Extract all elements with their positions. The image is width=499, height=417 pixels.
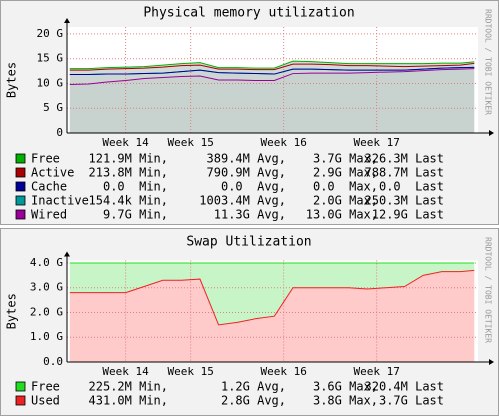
area [69,67,475,85]
y-tick-label: 15 G [37,52,64,65]
legend-stat: 320.4M Last [365,380,444,394]
legend-stat: 1003.4M Avg, [199,194,286,208]
legend-stat: 250.3M Last [365,194,444,208]
legend-label: Used [31,394,60,408]
x-tick-label: Week 14 [102,365,149,378]
legend-stat: 431.0M Min, [89,394,168,408]
legend-swatch [15,381,26,392]
legend-label: Inactive [31,194,89,208]
y-axis-label: Bytes [5,293,19,329]
area [69,270,475,362]
legend-stat: 788.7M Last [365,166,444,180]
legend-stat: 12.9G Last [372,208,444,222]
legend-stat: 154.4k Min, [89,194,168,208]
legend-stat: 0.0 Max, [313,180,378,194]
series-line [69,62,475,71]
legend-stat: 213.8M Min, [89,166,168,180]
x-axis-arrow [489,359,494,365]
legend-stat: 3.7G Last [379,394,444,408]
y-tick-label: 2.0 G [30,305,63,318]
x-tick-label: Week 14 [102,136,149,149]
y-tick-label: 5 G [43,101,63,114]
legend-stat: 121.9M Min, [89,152,168,166]
legend-stat: 0.0 Avg, [221,180,286,194]
area [69,262,475,325]
y-tick-label: 0 [56,126,63,139]
x-tick-label: Week 16 [260,365,306,378]
x-tick-label: Week 17 [353,136,399,149]
x-tick-label: Week 15 [167,136,213,149]
watermark: RRDTOOL / TOBI OETIKER [484,237,493,343]
legend-stat: 0.0 Min, [103,180,168,194]
legend-label: Cache [31,180,67,194]
legend-label: Free [31,152,60,166]
legend-stat: 326.3M Last [365,152,444,166]
y-tick-label: 10 G [37,76,64,89]
legend-stat: 9.7G Min, [103,208,168,222]
legend-stat: 3.7G Max, [313,152,378,166]
y-tick-label: 1.0 G [30,330,63,343]
series-line [69,60,475,70]
legend-stat: 2.8G Avg, [221,394,286,408]
legend-stat: 790.9M Avg, [207,166,286,180]
legend-label: Active [31,166,74,180]
y-tick-label: 4.0 G [30,256,63,269]
legend-stat: 0.0 Last [379,180,444,194]
legend-stat: 13.0G Max, [306,208,378,222]
legend-swatch [15,181,26,192]
y-tick-label: 3.0 G [30,281,63,294]
legend-stat: 2.9G Max, [313,166,378,180]
y-axis-arrow [64,18,70,23]
area [69,68,475,133]
legend-label: Wired [31,208,67,222]
y-axis-arrow [64,251,70,257]
legend-swatch [15,195,26,206]
legend-stat: 11.3G Avg, [214,208,286,222]
legend-label: Free [31,380,60,394]
legend-stat: 3.8G Max, [313,394,378,408]
legend-stat: 389.4M Avg, [207,152,286,166]
series-line [69,66,475,76]
chart-title: Physical memory utilization [143,6,354,21]
legend-stat: 2.0G Max, [313,194,378,208]
legend-swatch [15,153,26,164]
y-axis-label: Bytes [5,62,19,98]
series-line [69,269,475,326]
x-tick-label: Week 16 [260,136,306,149]
legend-swatch [15,395,26,406]
x-tick-label: Week 17 [353,365,399,378]
legend-stat: 1.2G Avg, [221,380,286,394]
legend-swatch [15,209,26,220]
y-tick-label: 0.0 [43,355,63,368]
watermark: RRDTOOL / TOBI OETIKER [484,9,493,115]
legend-swatch [15,167,26,178]
y-tick-label: 20 G [37,27,64,40]
legend-stat: 3.6G Max, [313,380,378,394]
legend-stat: 225.2M Min, [89,380,168,394]
x-axis-arrow [489,130,494,136]
chart-title: Swap Utilization [186,235,311,250]
series-line [69,68,475,85]
x-tick-label: Week 15 [167,365,213,378]
